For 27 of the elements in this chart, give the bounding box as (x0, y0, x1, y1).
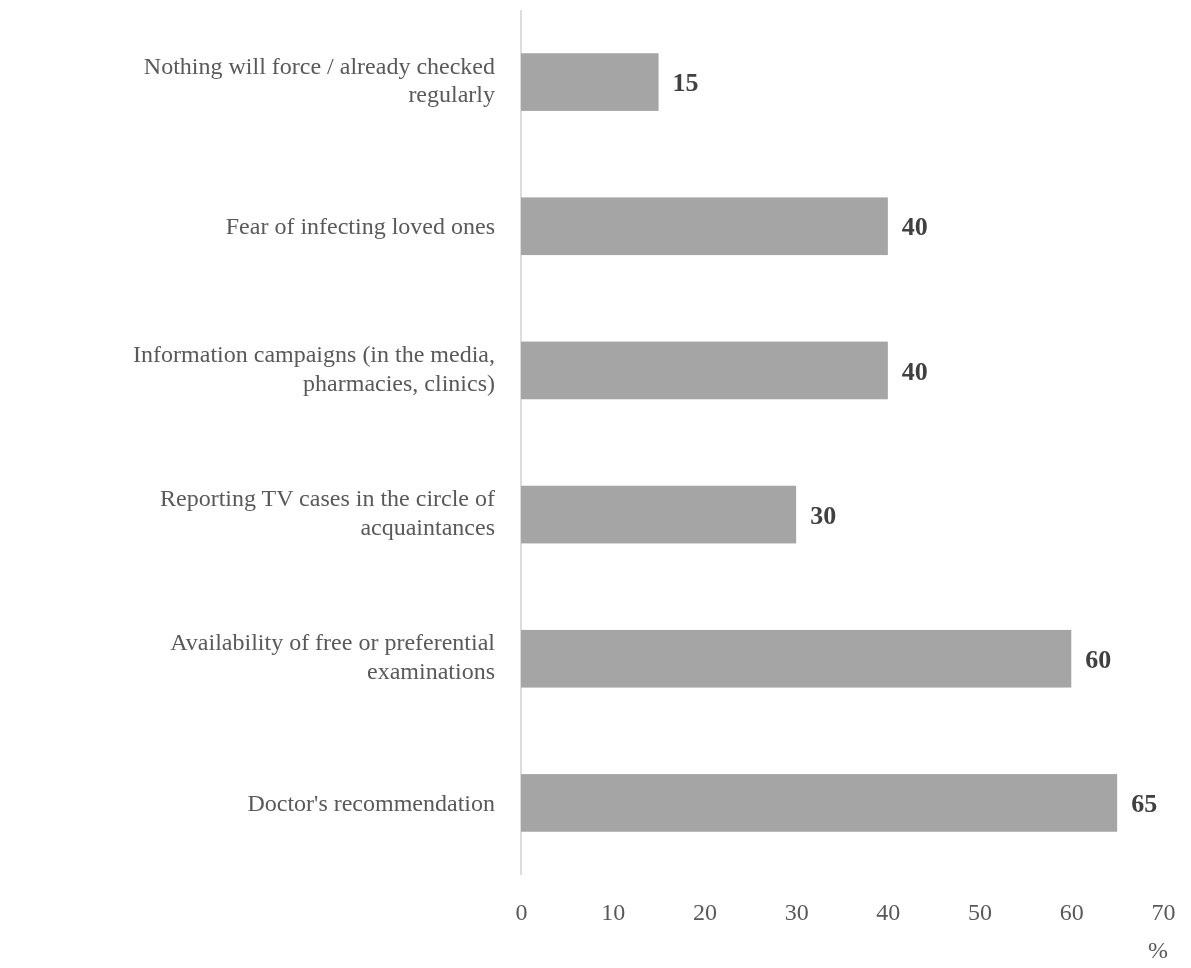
y-tick-label: Availability of free or preferential examinations (170, 629, 496, 685)
y-tick-label: Information campaigns (in the media, pharmacies, clinics) (133, 341, 495, 396)
data-label: 65 (1131, 789, 1158, 819)
x-tick-label: 60 (1059, 899, 1084, 926)
data-label: 15 (672, 68, 699, 98)
bar (521, 774, 1118, 832)
y-tick-label: Reporting TV cases in the circle of acquaintances (159, 485, 496, 540)
x-tick-label: 30 (784, 899, 809, 926)
data-label: 60 (1085, 644, 1112, 674)
x-tick-label: 20 (692, 899, 717, 926)
x-axis-title: % (1148, 937, 1168, 963)
data-label: 30 (810, 500, 837, 530)
x-tick-label: 70 (1151, 899, 1176, 926)
x-tick-label: 0 (515, 899, 528, 926)
x-tick-label: 40 (876, 899, 901, 926)
bar (521, 629, 1072, 688)
y-tick-label: Doctor's recommendation (247, 789, 495, 816)
y-tick-label: Nothing will force / already checked regularly (143, 52, 495, 108)
x-tick-label: 10 (601, 899, 626, 926)
bar (521, 197, 888, 256)
bar (521, 341, 888, 400)
bar (521, 53, 659, 111)
y-tick-label: Fear of infecting loved ones (225, 212, 495, 239)
data-label: 40 (901, 212, 928, 242)
x-tick-label: 50 (968, 899, 993, 926)
bar (521, 485, 797, 544)
data-label: 40 (901, 356, 928, 386)
